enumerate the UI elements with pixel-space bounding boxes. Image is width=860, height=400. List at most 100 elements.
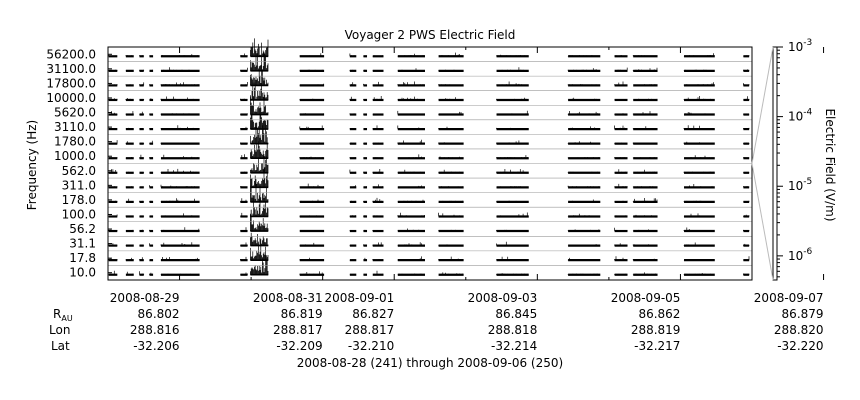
- data-spikes: [683, 171, 714, 173]
- frequency-tick-label: 17800.0: [46, 76, 96, 90]
- data-spikes: [372, 230, 383, 231]
- frequency-tick-label: 311.0: [62, 178, 96, 192]
- data-spikes: [743, 55, 750, 57]
- data-spikes: [149, 98, 153, 100]
- data-spikes: [567, 229, 600, 231]
- data-spikes: [438, 69, 463, 71]
- data-spikes: [149, 140, 153, 144]
- data-spikes: [614, 81, 628, 86]
- data-spikes: [160, 125, 200, 130]
- data-spikes: [569, 199, 600, 202]
- data-spikes: [139, 154, 145, 159]
- data-spikes: [372, 197, 383, 202]
- data-spikes: [683, 96, 714, 100]
- data-spikes: [149, 200, 153, 202]
- data-spikes: [149, 185, 153, 188]
- data-spikes: [496, 140, 528, 144]
- data-spikes: [372, 259, 383, 261]
- frequency-tick-label: 1780.0: [54, 135, 96, 149]
- data-spikes: [397, 81, 424, 86]
- data-spikes: [567, 55, 600, 57]
- ephemeris-value: 86.827: [352, 307, 394, 321]
- frequency-tick-label: 3110.0: [54, 120, 96, 134]
- data-spikes: [397, 110, 422, 115]
- data-spikes: [743, 256, 750, 261]
- data-spikes: [567, 111, 600, 115]
- data-spikes: [567, 157, 600, 159]
- data-spikes: [125, 244, 134, 246]
- data-spikes: [299, 156, 324, 159]
- data-spikes: [397, 256, 425, 261]
- data-spikes: [372, 113, 383, 115]
- data-spikes: [614, 243, 628, 246]
- data-spikes: [125, 229, 134, 231]
- data-spikes: [743, 273, 750, 275]
- data-spikes: [299, 98, 324, 100]
- data-spikes: [496, 241, 528, 246]
- data-spikes: [349, 244, 356, 246]
- data-spikes: [685, 112, 714, 115]
- data-spikes: [108, 55, 118, 57]
- data-spikes: [125, 55, 134, 57]
- data-spikes: [363, 201, 367, 202]
- data-spikes: [567, 141, 600, 144]
- data-spikes: [683, 141, 714, 144]
- data-spikes: [397, 212, 425, 217]
- data-spikes: [363, 171, 367, 173]
- data-spikes: [438, 169, 463, 173]
- data-spikes: [397, 53, 425, 57]
- frequency-tick-label: 100.0: [62, 207, 96, 221]
- data-spikes: [299, 242, 324, 246]
- data-spikes: [299, 230, 324, 231]
- colorbar-connector: [751, 163, 774, 281]
- data-spikes: [250, 50, 269, 71]
- data-spikes: [149, 84, 153, 86]
- data-spikes: [125, 70, 134, 71]
- ephemeris-value: -32.220: [777, 339, 823, 353]
- data-spikes: [240, 53, 248, 57]
- ephemeris-value: 288.817: [345, 323, 395, 337]
- x-tick-label: 2008-09-03: [468, 291, 538, 305]
- data-spikes: [438, 256, 463, 261]
- data-spikes: [496, 200, 527, 202]
- data-spikes: [634, 84, 658, 86]
- data-spikes: [363, 113, 367, 115]
- data-spikes: [160, 242, 200, 246]
- ephemeris-value: 86.879: [782, 307, 824, 321]
- lat-row-label: Lat: [51, 339, 70, 353]
- colorbar-tick-label: 10-4: [788, 108, 813, 124]
- ephemeris-value: -32.209: [276, 339, 322, 353]
- data-spikes: [397, 96, 425, 100]
- data-spikes: [438, 244, 463, 246]
- data-spikes: [149, 272, 153, 275]
- data-spikes: [250, 232, 269, 246]
- data-spikes: [240, 126, 248, 130]
- data-spikes: [299, 125, 324, 130]
- data-spikes: [240, 198, 248, 202]
- data-spikes: [250, 255, 269, 275]
- colorbar-tick-exponent: -6: [803, 247, 812, 257]
- data-spikes: [149, 113, 153, 115]
- data-spikes: [743, 172, 750, 173]
- data-spikes: [569, 126, 600, 130]
- data-spikes: [299, 171, 324, 173]
- data-spikes: [149, 157, 153, 159]
- data-spikes: [567, 257, 600, 261]
- x-tick-label: 2008-09-05: [611, 291, 681, 305]
- data-spikes: [363, 274, 367, 275]
- data-spikes: [250, 198, 269, 217]
- data-spikes: [349, 157, 356, 159]
- data-spikes: [397, 125, 425, 130]
- data-spikes: [438, 111, 463, 115]
- data-spikes: [108, 186, 118, 188]
- data-spikes: [139, 111, 145, 115]
- data-spikes: [496, 186, 528, 188]
- data-spikes: [363, 186, 367, 188]
- data-spikes: [160, 67, 200, 71]
- data-spikes: [438, 126, 463, 130]
- data-spikes: [614, 273, 628, 275]
- data-spikes: [299, 83, 324, 86]
- x-tick-label: 2008-08-29: [110, 291, 180, 305]
- data-spikes: [363, 229, 367, 231]
- data-spikes: [614, 142, 628, 144]
